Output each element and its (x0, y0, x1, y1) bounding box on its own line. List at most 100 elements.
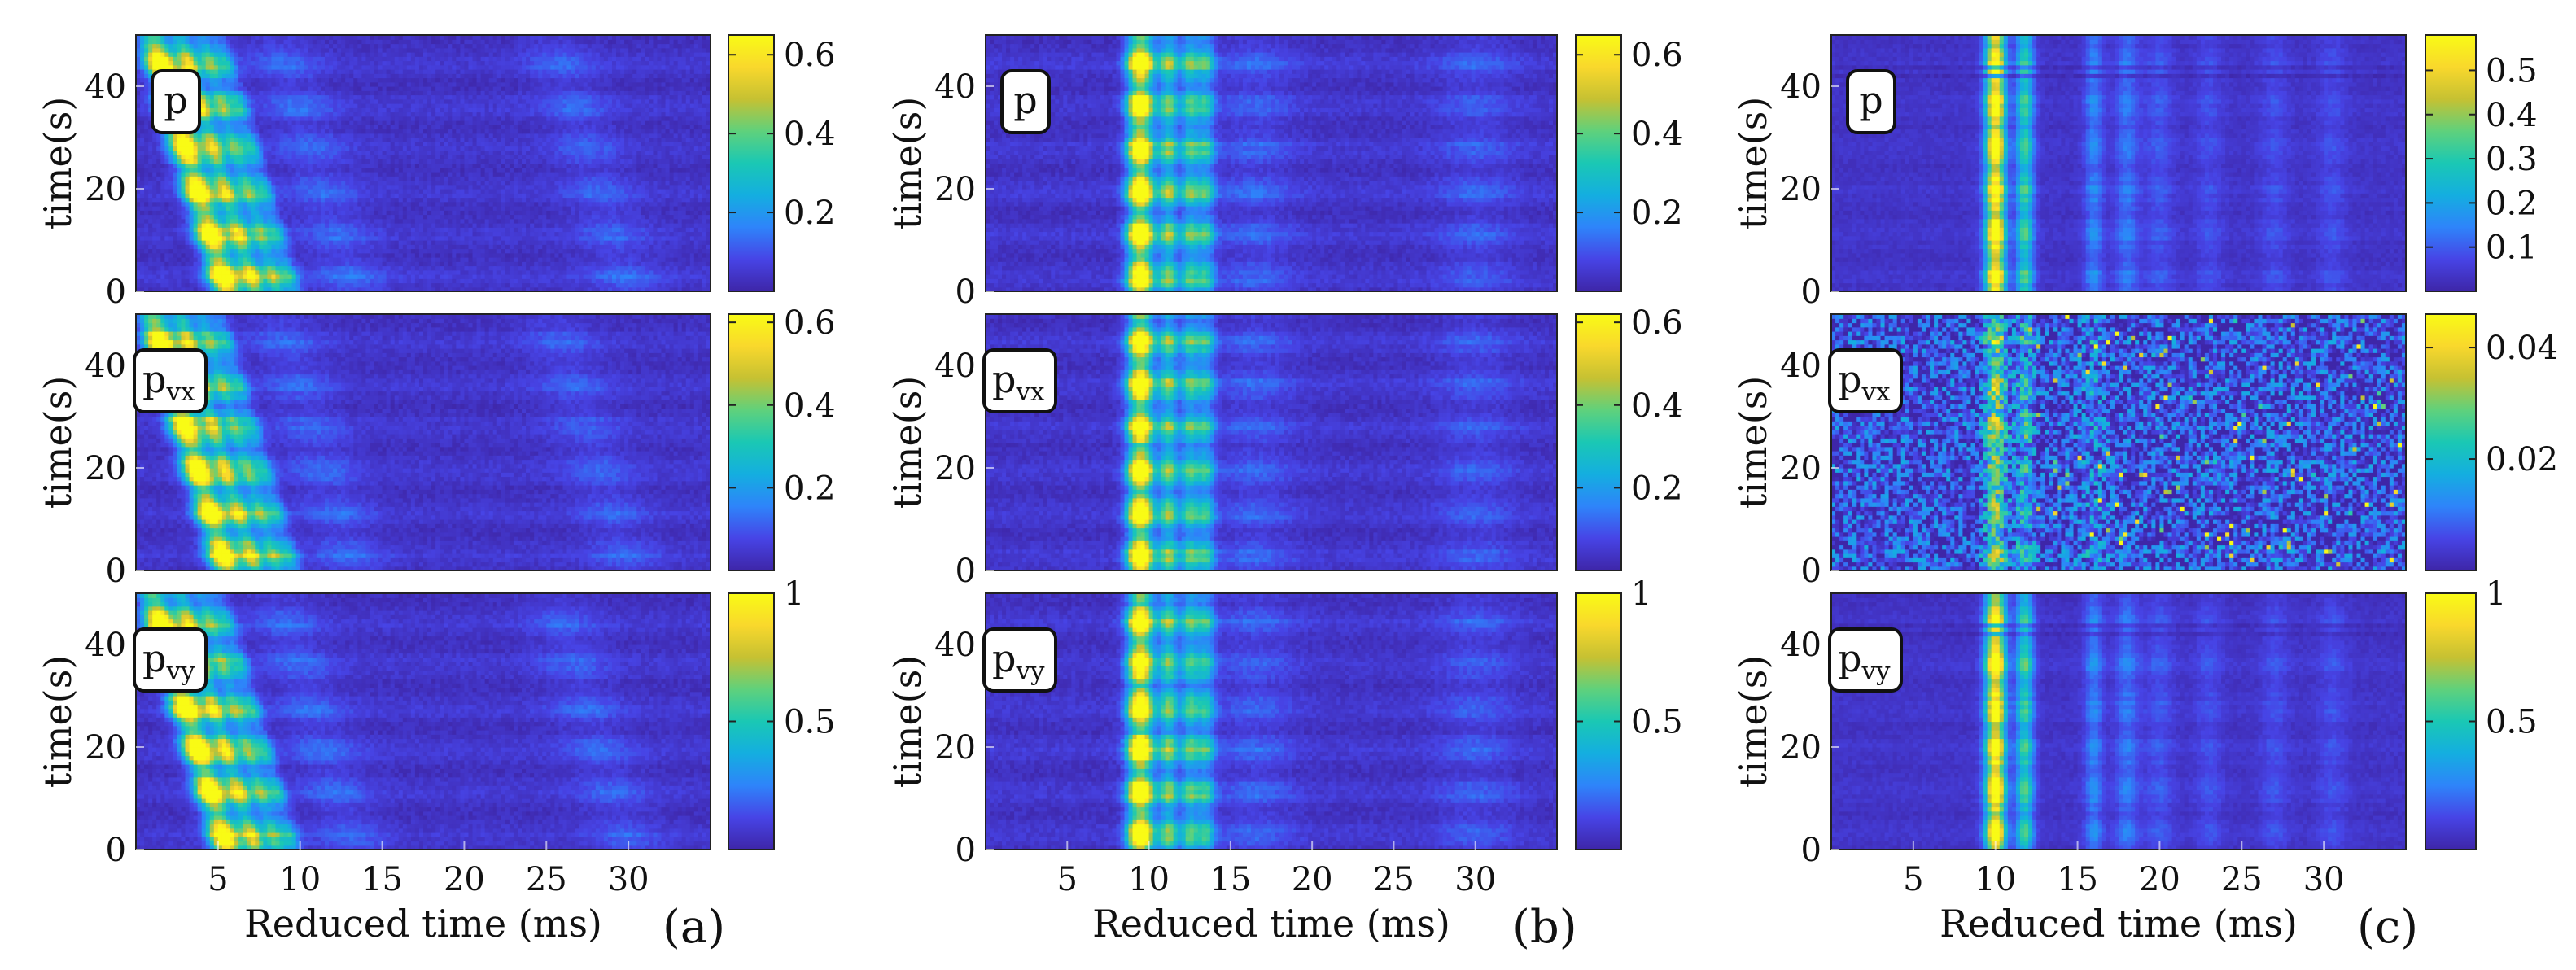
x-tick-label: 15 (361, 861, 403, 898)
y-tick-label: 20 (1780, 450, 1822, 487)
y-axis-label: time(s) (1731, 376, 1775, 509)
colorbar-tick-label: 0.5 (2486, 704, 2538, 741)
panel-c-p-colorbar: 0.10.20.30.40.5 (2425, 35, 2538, 291)
y-tick-label: 20 (1780, 729, 1822, 767)
x-axis-label: Reduced time (ms) (244, 902, 602, 946)
panel-b-pvy-badge: pvy (984, 629, 1056, 691)
colorbar-tick-label: 0.2 (1631, 194, 1683, 232)
colorbar-tick-label: 0.5 (784, 704, 836, 741)
y-axis-label: time(s) (886, 376, 929, 509)
colorbar-tick-label: 0.1 (2486, 229, 2538, 267)
colorbar-tick-label: 1 (1631, 575, 1651, 613)
colorbar-tick-label: 0.02 (2486, 441, 2558, 478)
figure-canvas: 02040time(s) p0.20.40.602040time(s) pvx0.2… (0, 0, 2576, 970)
panel-c-p-heatmap (1831, 35, 2407, 292)
panel-a-pvy-colorbar: 0.51 (728, 575, 836, 850)
colorbar-tick-label: 0.2 (784, 194, 836, 232)
x-tick-label: 10 (279, 861, 321, 898)
y-tick-label: 0 (106, 553, 126, 590)
y-axis-label: time(s) (1731, 655, 1775, 789)
x-axis-label: Reduced time (ms) (1092, 902, 1450, 946)
colorbar-tick-label: 0.6 (784, 304, 836, 342)
y-tick-label: 0 (1801, 273, 1822, 311)
badge-label: p (1013, 78, 1037, 122)
y-tick-label: 0 (106, 832, 126, 869)
y-tick-label: 0 (1801, 553, 1822, 590)
x-tick-label: 5 (1057, 861, 1078, 898)
x-tick-label: 25 (2221, 861, 2263, 898)
panel-a-p-badge: p (152, 71, 199, 133)
colorbar-gradient (2425, 314, 2476, 570)
y-tick-label: 20 (1780, 171, 1822, 208)
badge-subscript: vx (1015, 378, 1045, 407)
y-tick-label: 20 (85, 171, 126, 208)
panel-c-pvy-heatmap (1831, 593, 2407, 850)
panel-tag-b: (b) (1512, 901, 1577, 954)
x-tick-label: 25 (526, 861, 567, 898)
y-tick-label: 40 (85, 627, 126, 664)
panel-a-pvx-badge: pvx (134, 350, 206, 412)
panel-c-pvx-heatmap (1831, 314, 2407, 571)
panel-a-pvy-heatmap (136, 593, 711, 850)
y-tick-label: 40 (1780, 347, 1822, 385)
colorbar-tick-label: 0.2 (784, 470, 836, 507)
panel-c-p-badge: p (1848, 71, 1895, 133)
y-axis-label: time(s) (886, 655, 929, 789)
panel-a-p-colorbar: 0.2 0.4 0.6 (728, 35, 836, 291)
panel-b-p-colorbar: 0.20.40.6 (1576, 35, 1683, 291)
x-tick-label: 10 (1975, 861, 2016, 898)
colorbar-tick-label: 0.4 (1631, 116, 1683, 153)
colorbar-gradient (2425, 35, 2476, 291)
y-tick-label: 40 (934, 627, 976, 664)
y-tick-label: 40 (85, 68, 126, 106)
badge-subscript: vx (1861, 378, 1891, 407)
panel-b-pvy-colorbar: 0.51 (1576, 575, 1683, 850)
x-axis-label: Reduced time (ms) (1940, 902, 2298, 946)
colorbar-tick-label: 0.2 (1631, 470, 1683, 507)
y-tick-label: 40 (85, 347, 126, 385)
badge-subscript: vy (165, 657, 195, 686)
colorbar-tick-label: 1 (2486, 575, 2506, 613)
colorbar-tick-label: 0.4 (1631, 387, 1683, 425)
colorbar-tick-label: 0.6 (784, 37, 836, 74)
panel-tag-a: (a) (663, 901, 725, 954)
panel-c-pvy-colorbar: 0.51 (2425, 575, 2538, 850)
colorbar-gradient (1576, 314, 1621, 570)
colorbar-tick-label: 0.5 (2486, 52, 2538, 90)
y-tick-label: 0 (956, 553, 976, 590)
colorbar-gradient (728, 314, 774, 570)
panel-b-pvy-heatmap (986, 593, 1558, 850)
y-tick-label: 20 (85, 729, 126, 767)
colorbar-tick-label: 0.2 (2486, 185, 2538, 222)
x-tick-label: 10 (1128, 861, 1170, 898)
panel-a-pvy-badge: pvy (134, 629, 206, 691)
panel-c-pvy-badge: pvy (1830, 629, 1901, 691)
y-tick-label: 40 (934, 347, 976, 385)
panel-a-pvx-colorbar: 0.20.40.6 (728, 304, 836, 570)
panel-c-pvx-colorbar: 0.020.04 (2425, 314, 2558, 570)
y-axis-label: time(s) (36, 376, 80, 509)
x-tick-label: 15 (2057, 861, 2098, 898)
panel-b-pvx-heatmap (986, 314, 1558, 571)
badge-subscript: vy (1861, 657, 1891, 686)
colorbar-gradient (2425, 593, 2476, 850)
badge-subscript: vy (1015, 657, 1045, 686)
x-tick-label: 30 (608, 861, 649, 898)
y-tick-label: 20 (85, 450, 126, 487)
panel-a-p-heatmap (136, 35, 711, 292)
panel-c-pvx-badge: pvx (1830, 350, 1901, 412)
colorbar-tick-label: 0.4 (784, 116, 836, 153)
badge-label: p (1859, 78, 1883, 122)
panel-b-pvx-colorbar: 0.20.40.6 (1576, 304, 1683, 570)
colorbar-tick-label: 0.3 (2486, 141, 2538, 178)
x-tick-label: 20 (444, 861, 485, 898)
y-axis-label: time(s) (886, 97, 929, 230)
panel-b-pvx-badge: pvx (984, 350, 1056, 412)
